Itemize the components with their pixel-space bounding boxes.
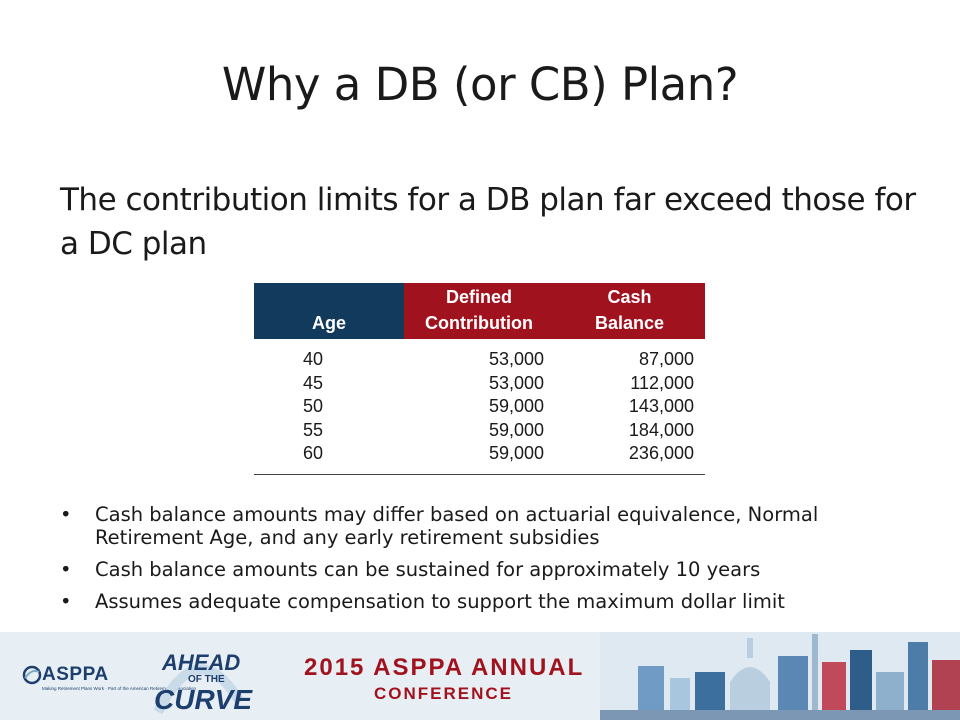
table-row: 40 53,000 87,000 [254,339,705,372]
list-item-text: Cash balance amounts can be sustained fo… [95,558,761,581]
bullet-dot: • [60,558,72,581]
cell-defined-contribution: 53,000 [488,349,544,369]
header-defined-contribution: Defined Contribution [404,283,554,339]
bullet-list: • Cash balance amounts may differ based … [60,503,910,622]
bullet-dot: • [60,590,72,613]
asppa-tagline: Making Retirement Plans Work · Part of t… [42,686,196,691]
table-row: 55 59,000 184,000 [254,419,705,443]
asppa-logo: ASPPA Making Retirement Plans Work · Par… [22,662,196,702]
cell-cash-balance: 236,000 [554,442,705,475]
list-item: • Assumes adequate compensation to suppo… [60,590,910,613]
cell-defined-contribution: 59,000 [404,442,554,475]
conference-footer-banner: ASPPA Making Retirement Plans Work · Par… [0,632,960,720]
logo-ahead: AHEAD [162,650,241,675]
list-item: • Cash balance amounts may differ based … [60,503,910,549]
cell-cash-balance: 184,000 [628,419,694,440]
slide-title: Why a DB (or CB) Plan? [221,58,739,111]
cell-age: 50 [302,396,323,416]
logo-of-the: OF THE [188,674,225,685]
cell-cash-balance: 112,000 [630,372,694,393]
list-item-text: Cash balance amounts may differ based on… [95,503,819,549]
cell-defined-contribution: 59,000 [488,419,544,440]
list-item: • Cash balance amounts can be sustained … [60,558,910,581]
header-cash-balance: Cash Balance [554,283,705,339]
cell-cash-balance: 143,000 [628,396,694,416]
ahead-of-the-curve-logo: AHEAD OF THE CURVE [148,642,252,718]
contribution-limits-table: Age Defined Contribution Cash Balance 40… [254,283,705,475]
cell-cash-balance: 87,000 [638,349,694,369]
conference-title: 2015 ASPPA ANNUAL [304,654,585,681]
curve-emblem-icon [153,664,245,715]
lead-statement: The contribution limits for a DB plan fa… [60,182,916,262]
logo-curve: CURVE [154,684,253,715]
asppa-emblem-icon [22,665,42,685]
table-row: 50 59,000 143,000 [254,395,705,419]
header-age: Age [254,283,404,339]
list-item-text: Assumes adequate compensation to support… [95,590,785,613]
table-header-row: Age Defined Contribution Cash Balance [254,283,705,339]
cell-age: 45 [302,372,323,393]
cell-age: 60 [254,442,404,475]
conference-subtitle: CONFERENCE [374,684,514,703]
cell-age: 40 [302,349,323,369]
table-row: 60 59,000 236,000 [254,442,705,475]
asppa-wordmark: ASPPA [42,664,109,685]
dc-skyline-illustration [600,632,960,720]
cell-defined-contribution: 53,000 [488,372,544,393]
cell-defined-contribution: 59,000 [488,396,544,416]
table-row: 45 53,000 112,000 [254,372,705,396]
cell-age: 55 [302,419,323,440]
bullet-dot: • [60,503,72,526]
